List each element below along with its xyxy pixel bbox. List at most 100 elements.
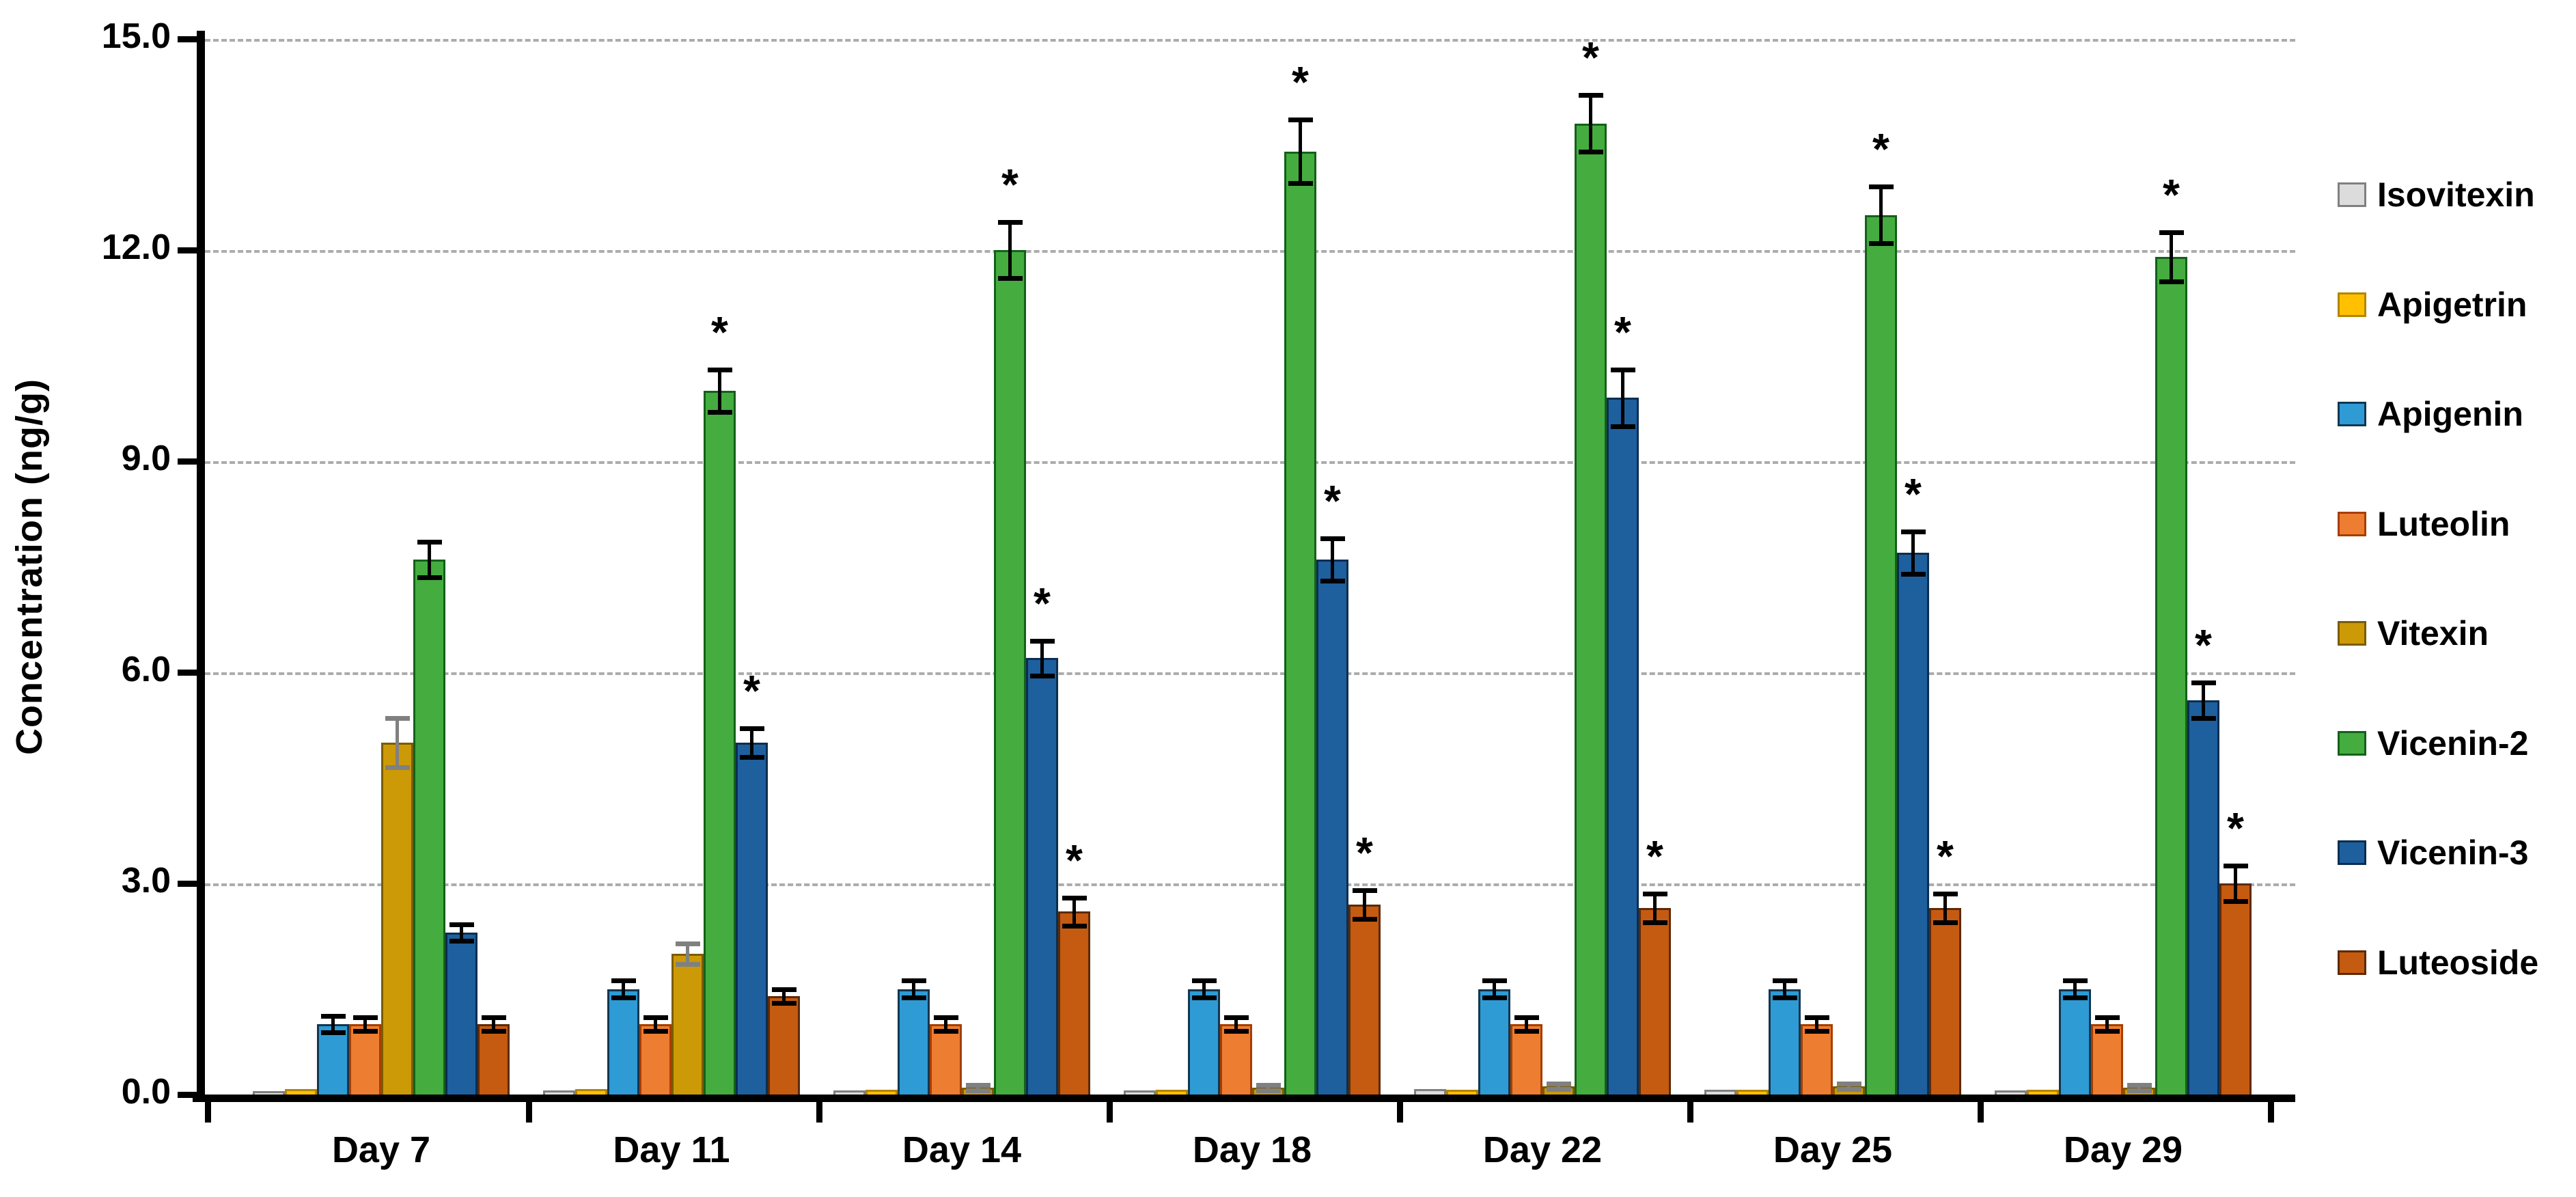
error-bar <box>782 989 786 1004</box>
error-bar <box>2170 232 2173 282</box>
error-bar-cap-top <box>2094 1015 2120 1020</box>
error-bar <box>622 980 625 998</box>
bar-vicenin-3-2 <box>736 743 768 1095</box>
error-bar <box>686 943 689 965</box>
error-bar-cap-bottom <box>2159 279 2184 285</box>
significance-star: * <box>1582 33 1599 83</box>
error-bar-cap-bottom <box>1256 1088 1281 1093</box>
error-bar-cap-top <box>1804 1015 1829 1020</box>
significance-star: * <box>1937 831 1954 881</box>
error-bar-cap-top <box>1223 1015 1249 1020</box>
bar-luteolin-5 <box>1510 1024 1542 1095</box>
bar-luteoside-1 <box>477 1024 510 1095</box>
bar-luteolin-6 <box>1801 1024 1833 1095</box>
bar-luteoside-5 <box>1639 908 1671 1095</box>
legend-swatch-apigetrin <box>2338 292 2366 317</box>
y-tick-label: 15.0 <box>101 16 171 56</box>
legend-item-luteolin: Luteolin <box>2338 504 2510 545</box>
error-bar-cap-top <box>1352 888 1377 894</box>
legend-label: Vitexin <box>2377 614 2489 652</box>
error-bar-cap-bottom <box>901 995 926 1000</box>
error-bar-cap-top <box>352 1015 378 1020</box>
error-bar-cap-bottom <box>1868 240 1894 246</box>
bar-apigetrin-7 <box>2027 1089 2059 1095</box>
bar-isovitexin-7 <box>1995 1090 2027 1095</box>
error-bar <box>1783 980 1786 998</box>
error-bar-cap-bottom <box>1191 995 1217 1000</box>
bar-luteolin-1 <box>349 1024 381 1095</box>
legend-item-apigenin: Apigenin <box>2338 394 2523 435</box>
significance-star: * <box>2227 803 2244 853</box>
bar-luteolin-4 <box>1220 1024 1252 1095</box>
gridline-6.0 <box>205 672 2295 675</box>
error-bar-cap-top <box>1320 536 1345 542</box>
gridline-3.0 <box>205 883 2295 886</box>
error-bar-cap-bottom <box>352 1029 378 1034</box>
error-bar <box>1589 95 1592 152</box>
error-bar-cap-top <box>1256 1082 1281 1088</box>
x-category-label: Day 14 <box>902 1129 1022 1170</box>
legend-swatch-luteoside <box>2338 950 2366 975</box>
x-tick-4 <box>1397 1102 1403 1123</box>
bar-vicenin-2-5 <box>1575 123 1607 1095</box>
error-bar <box>492 1017 495 1032</box>
error-bar-cap-bottom <box>2094 1029 2120 1034</box>
x-category-label: Day 11 <box>613 1129 730 1170</box>
legend-label: Isovitexin <box>2377 176 2535 214</box>
significance-star: * <box>743 666 760 716</box>
error-bar <box>1363 890 1366 919</box>
error-bar-cap-top <box>707 368 732 373</box>
bar-vicenin-2-7 <box>2155 257 2187 1095</box>
bar-luteolin-7 <box>2091 1024 2123 1095</box>
bar-vicenin-3-1 <box>445 933 477 1095</box>
bar-apigetrin-1 <box>285 1088 317 1095</box>
error-bar <box>2202 683 2205 718</box>
error-bar <box>1331 538 1334 581</box>
error-bar-cap-top <box>901 978 926 984</box>
error-bar-cap-bottom <box>1546 1086 1571 1092</box>
error-bar-cap-top <box>1836 1081 1861 1086</box>
bar-isovitexin-1 <box>253 1090 285 1095</box>
bar-apigetrin-5 <box>1446 1089 1478 1095</box>
error-bar-cap-bottom <box>965 1088 991 1093</box>
error-bar <box>2137 1084 2141 1090</box>
error-bar <box>331 1015 335 1033</box>
y-tick-3.0 <box>178 881 205 887</box>
error-bar-cap-bottom <box>997 276 1023 281</box>
gridline-12.0 <box>205 250 2295 253</box>
error-bar <box>1266 1084 1270 1090</box>
bar-apigetrin-3 <box>865 1089 898 1095</box>
error-bar-cap-bottom <box>611 995 636 1000</box>
error-bar <box>976 1084 980 1090</box>
error-bar-cap-bottom <box>1772 995 1797 1000</box>
y-tick-0.0 <box>178 1092 205 1098</box>
gridline-15.0 <box>205 39 2295 42</box>
error-bar-cap-bottom <box>2062 995 2088 1000</box>
bar-vicenin-3-5 <box>1607 398 1639 1095</box>
error-bar <box>750 728 753 757</box>
error-bar-cap-bottom <box>1062 923 1087 928</box>
error-bar <box>396 717 399 768</box>
bar-vicenin-3-3 <box>1026 658 1058 1095</box>
legend-item-vicenin-3: Vicenin-3 <box>2338 832 2528 873</box>
bar-isovitexin-4 <box>1124 1090 1156 1095</box>
legend-label: Vicenin-2 <box>2377 724 2529 762</box>
y-tick-6.0 <box>178 670 205 676</box>
significance-star: * <box>2195 620 2212 670</box>
error-bar <box>1943 894 1947 922</box>
error-bar-cap-bottom <box>1642 920 1667 925</box>
error-bar <box>1621 370 1624 426</box>
error-bar-cap-top <box>449 922 474 927</box>
error-bar-cap-top <box>1900 529 1926 534</box>
significance-star: * <box>1872 124 1889 174</box>
bar-vicenin-3-4 <box>1316 560 1348 1095</box>
significance-star: * <box>1614 307 1631 357</box>
legend-item-isovitexin: Isovitexin <box>2338 174 2535 215</box>
bar-apigenin-6 <box>1769 989 1801 1095</box>
x-category-label: Day 25 <box>1773 1129 1893 1170</box>
legend-swatch-vicenin-3 <box>2338 840 2366 865</box>
error-bar-cap-top <box>611 978 636 984</box>
x-category-label: Day 7 <box>331 1129 431 1170</box>
error-bar-cap-top <box>1514 1015 1539 1020</box>
